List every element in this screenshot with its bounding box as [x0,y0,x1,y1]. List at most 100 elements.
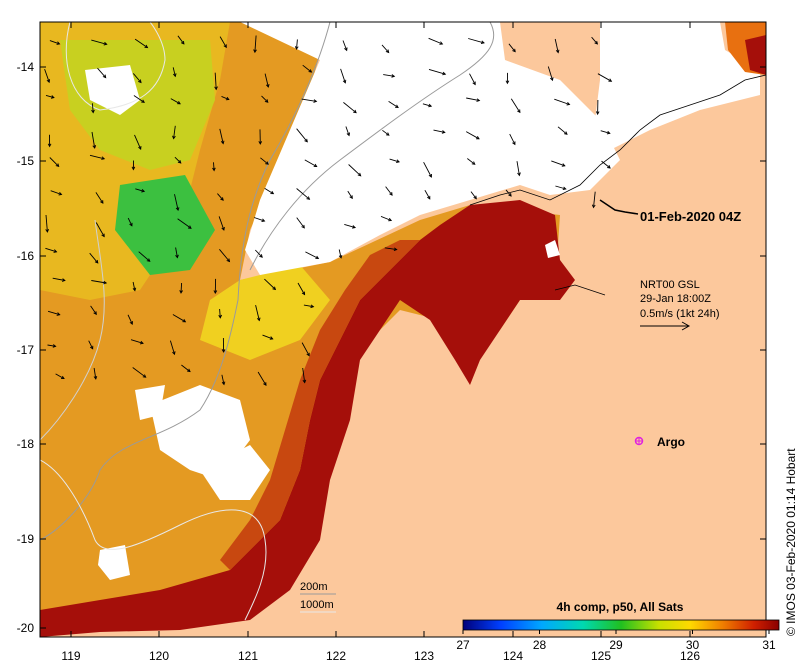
current-vector-head [480,40,485,44]
current-vector-head [45,229,50,233]
current-vector [257,371,267,386]
current-vector [555,185,566,190]
current-vector-head [561,163,566,167]
current-vector-head [439,41,444,45]
current-vector [89,154,105,160]
current-vector-head [172,351,176,356]
current-vector [516,161,520,176]
current-vector-head [141,188,146,193]
current-vector-head [53,249,58,253]
plot-frame [39,21,767,638]
current-vector-head [270,190,275,195]
current-vector-head [175,207,180,211]
current-vector-head [353,109,357,114]
colorbar-tick-label: 27 [456,638,470,652]
current-vector-head [142,374,147,378]
current-vector [135,188,145,192]
current-vector-head [172,73,177,78]
current-vector [296,128,308,143]
current-vector [509,133,516,145]
lon-tick-label: 122 [326,649,346,663]
current-vector [50,190,62,195]
lat-tick-label: -20 [17,621,35,635]
cloud-mask-small-1 [85,65,140,115]
current-vector [181,364,191,372]
current-vector [47,344,56,347]
current-vector-head [132,287,137,292]
current-vector-head [306,352,310,357]
current-vector-head [89,345,94,350]
current-vector [424,189,431,200]
lon-tick-label: 119 [61,649,80,663]
current-vector-head [263,382,267,387]
current-vector [254,249,263,258]
cloud-mask-south-2 [200,445,270,500]
current-vector-head [103,280,108,285]
current-vector-head [564,131,568,135]
current-vector [304,159,317,167]
current-vector-head [517,109,521,114]
current-vector [428,68,446,75]
current-vector [132,73,142,83]
current-vector [260,157,269,165]
current-vector [219,36,227,48]
current-vector [219,249,230,262]
current-vector-head [103,41,108,46]
current-vector-head [264,99,269,103]
lat-tick-label: -14 [17,60,35,74]
current-vector-head [472,81,476,86]
argo-label: Argo [657,435,685,449]
contour-200m [40,22,331,541]
lon-tick-label: 120 [149,649,169,663]
current-vector [557,126,568,135]
current-vector-head [177,100,181,105]
current-vector [177,35,185,45]
current-vector-head [594,40,599,45]
current-vector [551,160,565,167]
current-vector [95,222,105,237]
current-vector-head [385,132,390,136]
current-vector [465,131,480,140]
current-vector [130,339,144,344]
current-vector [44,68,50,83]
cloud-mask-south-4 [98,545,130,580]
current-vector [89,252,99,264]
current-vector-head [261,218,266,223]
contour-legend-1000m: 1000m [300,599,334,611]
current-vector [508,43,516,52]
current-legend-line1: NRT00 GSL [640,279,700,291]
current-vector [381,44,390,53]
current-vector [254,217,265,222]
latitude-axis: -14 -15 -16 -17 -18 -19 -20 [17,60,766,635]
current-vector-head [253,49,257,54]
current-vector-head [131,166,136,171]
current-vector-head [442,71,447,76]
current-vector [97,67,107,78]
current-vector-head [441,130,446,134]
current-vector [264,188,274,195]
current-vector-head [172,135,176,140]
current-vector-head [144,44,149,49]
current-vector [296,39,298,50]
lat-tick-label: -15 [17,154,35,168]
cloud-mask-north [240,22,620,275]
current-vector [55,373,65,379]
current-vector-head [476,98,481,102]
current-vector [90,305,97,315]
current-vector-head [396,159,400,163]
current-vector [45,94,55,99]
current-vector [296,217,305,229]
current-vector-head [221,381,226,386]
current-vector-head [389,192,393,196]
current-vector-head [93,375,98,380]
lat-tick-label: -18 [17,437,35,451]
lon-tick-label: 125 [591,649,611,663]
current-vector [219,308,221,318]
current-vector-head [139,340,144,345]
current-vector [134,134,142,150]
lon-tick-label: 123 [414,649,434,663]
longitude-axis: 119 120 121 122 123 124 125 126 [61,22,700,663]
lat-tick-label: -19 [17,532,35,546]
